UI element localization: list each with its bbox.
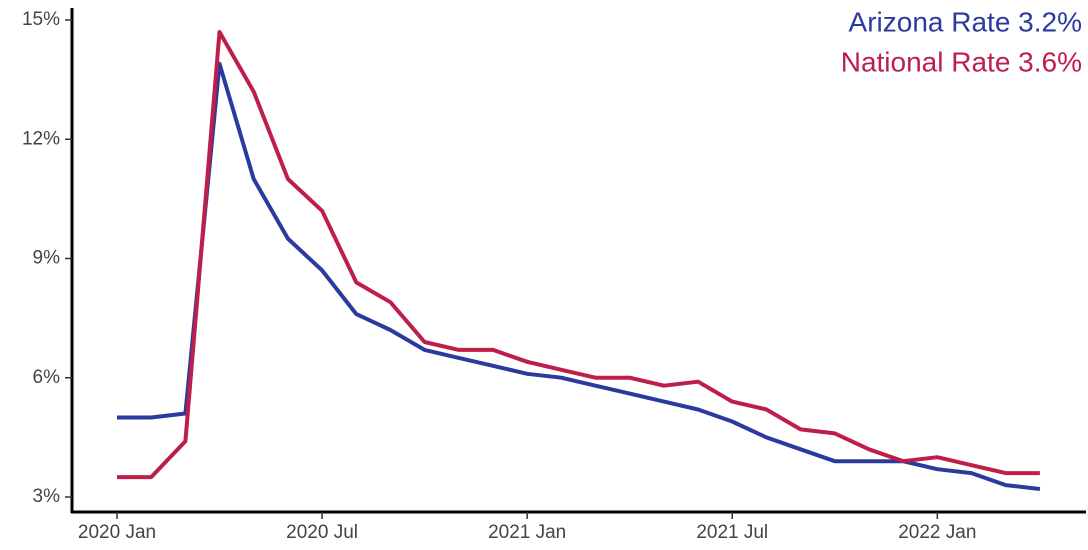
legend-entry: National Rate 3.6% [841,46,1082,77]
y-tick-label: 9% [33,248,61,269]
series-line [117,61,1041,491]
y-tick-label: 12% [22,128,60,149]
x-tick-label: 2022 Jan [898,522,976,543]
x-tick-label: 2021 Jan [488,522,566,543]
x-tick-label: 2020 Jul [286,522,358,543]
x-tick-label: 2020 Jan [78,522,156,543]
y-tick-label: 6% [33,367,61,388]
y-tick-label: 3% [33,486,61,507]
legend-entry: Arizona Rate 3.2% [849,6,1082,37]
y-tick-label: 15% [22,9,60,30]
x-tick-label: 2021 Jul [696,522,768,543]
series-line [117,30,1040,480]
